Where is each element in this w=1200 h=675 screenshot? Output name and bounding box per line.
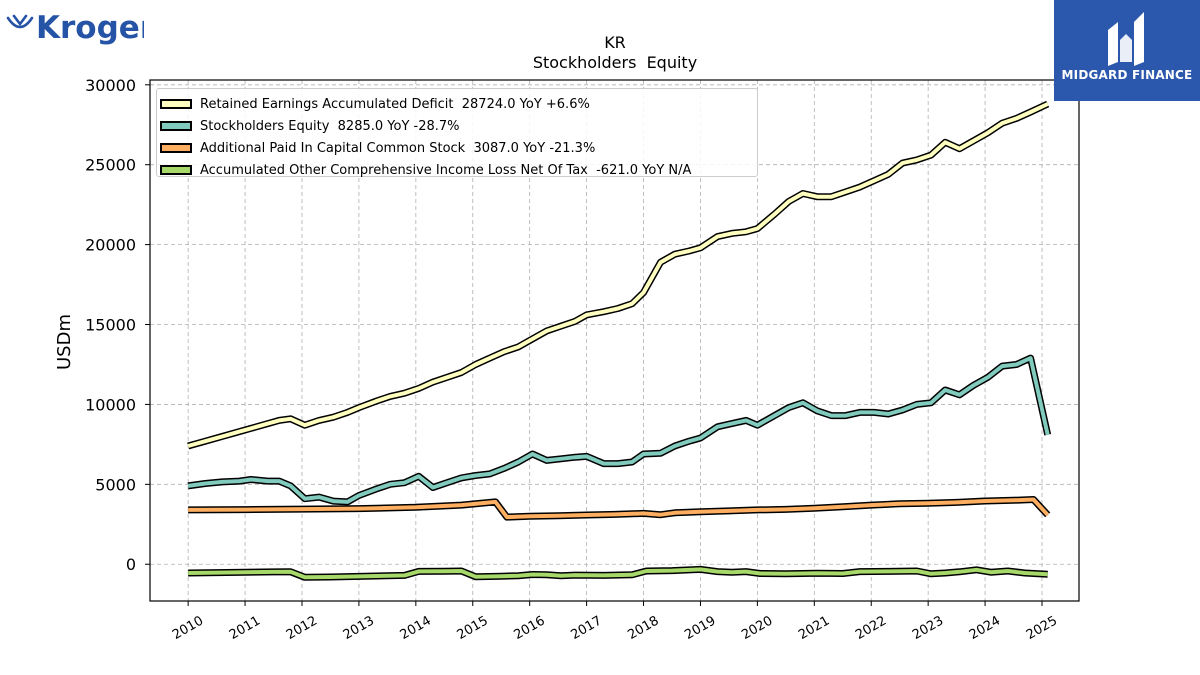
legend-label: Accumulated Other Comprehensive Income L… <box>200 162 692 178</box>
midgard-finance-logo: MIDGARD FINANCE <box>1054 0 1200 101</box>
y-axis-label: USDm <box>54 314 75 370</box>
chart-subtitle: Stockholders Equity <box>533 53 697 72</box>
series-line <box>188 497 1050 520</box>
x-tick-label: 2013 <box>341 613 377 643</box>
kroger-logo-text: Kroger <box>36 10 144 46</box>
series-line <box>187 356 1050 504</box>
legend-swatch <box>160 143 192 153</box>
kroger-logo-mark: Kroger <box>6 10 156 46</box>
legend-item: Retained Earnings Accumulated Deficit 28… <box>157 93 757 115</box>
x-tick-label: 2017 <box>568 613 604 643</box>
legend-label: Retained Earnings Accumulated Deficit 28… <box>200 96 590 112</box>
x-tick-label: 2012 <box>284 613 320 643</box>
plot-frame <box>149 79 1080 602</box>
chart-title: KR <box>604 33 626 52</box>
legend-swatch <box>160 121 192 131</box>
x-tick-label: 2021 <box>796 613 832 643</box>
chart-legend: Retained Earnings Accumulated Deficit 28… <box>156 88 758 178</box>
midgard-logo-mark <box>1108 12 1144 66</box>
x-tick-label: 2025 <box>1024 613 1060 643</box>
x-tick-label: 2015 <box>455 613 491 643</box>
legend-swatch <box>160 99 192 109</box>
kroger-logo: Kroger <box>4 2 156 54</box>
y-tick-label: 15000 <box>85 316 136 335</box>
series-line-outline <box>187 354 1052 506</box>
series-line <box>187 102 1049 448</box>
y-tick-label: 0 <box>126 555 136 574</box>
y-tick-label: 30000 <box>85 76 136 95</box>
legend-item: Additional Paid In Capital Common Stock … <box>157 137 757 159</box>
legend-item: Accumulated Other Comprehensive Income L… <box>157 159 757 181</box>
y-tick-label: 20000 <box>85 236 136 255</box>
y-tick-label: 25000 <box>85 156 136 175</box>
legend-swatch <box>160 165 192 175</box>
x-tick-label: 2024 <box>967 613 1003 643</box>
series-line <box>188 567 1048 580</box>
legend-label: Stockholders Equity 8285.0 YoY -28.7% <box>200 118 460 134</box>
x-tick-label: 2010 <box>170 613 206 643</box>
midgard-logo-text: MIDGARD FINANCE <box>1061 68 1193 82</box>
x-tick-label: 2016 <box>512 613 548 643</box>
y-tick-label: 10000 <box>85 395 136 414</box>
x-tick-label: 2011 <box>227 613 263 643</box>
legend-item: Stockholders Equity 8285.0 YoY -28.7% <box>157 115 757 137</box>
x-tick-label: 2018 <box>625 613 661 643</box>
legend-label: Additional Paid In Capital Common Stock … <box>200 140 596 156</box>
x-tick-label: 2014 <box>398 613 434 643</box>
series-lines <box>187 100 1052 581</box>
x-tick-label: 2022 <box>853 613 889 643</box>
x-tick-label: 2023 <box>910 613 946 643</box>
x-tick-label: 2020 <box>739 613 775 643</box>
y-tick-label: 5000 <box>95 475 136 494</box>
x-tick-label: 2019 <box>682 613 718 643</box>
